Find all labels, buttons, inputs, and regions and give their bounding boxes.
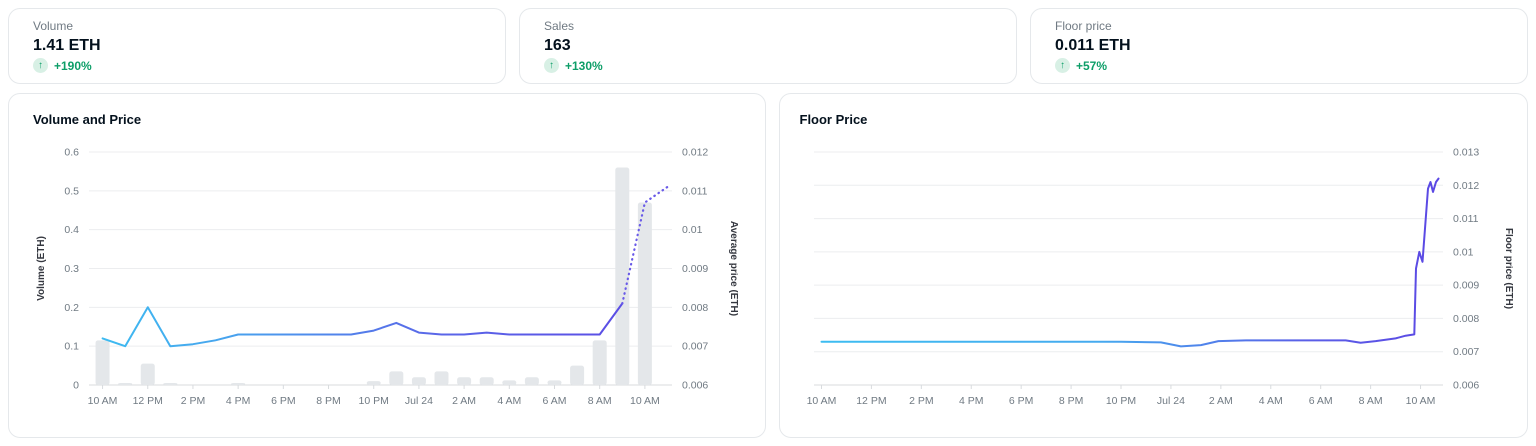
svg-text:4 PM: 4 PM [958, 395, 983, 407]
floor-price-panel: Floor Price 10 AM 12 PM 2 PM 4 PM 6 PM 8 PM 10… [778, 93, 1528, 438]
stat-change-value: +130% [565, 58, 603, 73]
svg-text:2 AM: 2 AM [1208, 395, 1232, 407]
svg-text:0.012: 0.012 [682, 147, 708, 159]
svg-text:0.013: 0.013 [1453, 147, 1479, 159]
svg-text:8 PM: 8 PM [1058, 395, 1083, 407]
svg-text:0.008: 0.008 [682, 302, 708, 314]
stats-row: Volume 1.41 ETH ↑ +190% Sales 163 ↑ +130… [8, 8, 1528, 84]
stat-label: Sales [544, 19, 575, 33]
svg-text:Jul 24: Jul 24 [405, 395, 433, 407]
stat-label: Floor price [1055, 19, 1112, 33]
svg-text:2 PM: 2 PM [909, 395, 934, 407]
svg-text:10 PM: 10 PM [1105, 395, 1135, 407]
stat-card-sales: Sales 163 ↑ +130% [519, 8, 1017, 84]
svg-text:6 PM: 6 PM [1008, 395, 1033, 407]
svg-text:6 AM: 6 AM [1308, 395, 1332, 407]
svg-text:8 AM: 8 AM [588, 395, 612, 407]
stat-value: 1.41 ETH [33, 37, 101, 54]
svg-text:6 PM: 6 PM [271, 395, 296, 407]
svg-text:Floor price (ETH): Floor price (ETH) [1503, 228, 1513, 309]
volume-price-chart[interactable]: 10 AM 12 PM 2 PM 4 PM 6 PM 8 PM 10 PM Jul 24 2 A… [33, 138, 738, 427]
stat-value: 0.011 ETH [1055, 37, 1131, 54]
svg-text:8 PM: 8 PM [316, 395, 341, 407]
svg-text:12 PM: 12 PM [856, 395, 886, 407]
svg-text:0: 0 [73, 380, 79, 392]
svg-text:0.4: 0.4 [64, 224, 79, 236]
svg-text:0.2: 0.2 [64, 302, 79, 314]
svg-text:0.008: 0.008 [1453, 313, 1479, 325]
floor-price-chart[interactable]: 10 AM 12 PM 2 PM 4 PM 6 PM 8 PM 10 PM Jul 24 2 A… [800, 138, 1513, 427]
stat-value: 163 [544, 37, 571, 54]
svg-text:10 AM: 10 AM [88, 395, 118, 407]
stat-change-value: +57% [1076, 58, 1108, 73]
svg-text:0.007: 0.007 [682, 341, 708, 353]
svg-text:0.007: 0.007 [1453, 346, 1479, 358]
svg-text:4 AM: 4 AM [497, 395, 521, 407]
svg-text:Jul 24: Jul 24 [1156, 395, 1184, 407]
svg-text:0.01: 0.01 [1453, 246, 1474, 258]
svg-text:Average price (ETH): Average price (ETH) [728, 221, 738, 316]
svg-text:0.009: 0.009 [1453, 280, 1479, 292]
svg-text:0.3: 0.3 [64, 263, 79, 275]
floor-price-title: Floor Price [799, 112, 868, 127]
svg-text:10 AM: 10 AM [630, 395, 660, 407]
svg-text:Volume (ETH): Volume (ETH) [36, 236, 47, 301]
svg-text:0.6: 0.6 [64, 147, 79, 159]
svg-text:0.1: 0.1 [64, 341, 79, 353]
svg-text:10 PM: 10 PM [359, 395, 389, 407]
svg-text:0.006: 0.006 [1453, 380, 1479, 392]
stat-change-value: +190% [54, 58, 92, 73]
svg-text:0.01: 0.01 [682, 224, 703, 236]
stat-card-floor-price: Floor price 0.011 ETH ↑ +57% [1030, 8, 1528, 84]
svg-text:4 AM: 4 AM [1258, 395, 1282, 407]
stat-change: ↑ +130% [544, 58, 992, 73]
svg-text:10 AM: 10 AM [1405, 395, 1435, 407]
volume-price-panel: Volume and Price 10 AM 12 PM 2 PM 4 PM 6 PM 8… [8, 93, 766, 438]
svg-text:0.006: 0.006 [682, 380, 708, 392]
svg-text:8 AM: 8 AM [1358, 395, 1382, 407]
svg-text:0.009: 0.009 [682, 263, 708, 275]
svg-text:0.5: 0.5 [64, 185, 79, 197]
svg-text:4 PM: 4 PM [226, 395, 251, 407]
stat-label: Volume [33, 19, 74, 33]
stat-change: ↑ +190% [33, 58, 481, 73]
stat-change: ↑ +57% [1055, 58, 1503, 73]
svg-text:0.012: 0.012 [1453, 180, 1479, 192]
svg-text:10 AM: 10 AM [806, 395, 836, 407]
svg-text:6 AM: 6 AM [543, 395, 567, 407]
svg-text:0.011: 0.011 [682, 185, 708, 197]
volume-price-title: Volume and Price [33, 112, 142, 127]
svg-text:0.011: 0.011 [1453, 213, 1479, 225]
up-arrow-icon: ↑ [544, 58, 559, 73]
svg-text:2 AM: 2 AM [452, 395, 476, 407]
svg-text:2 PM: 2 PM [181, 395, 206, 407]
up-arrow-icon: ↑ [1055, 58, 1070, 73]
stat-card-volume: Volume 1.41 ETH ↑ +190% [8, 8, 506, 84]
charts-row: Volume and Price 10 AM 12 PM 2 PM 4 PM 6 PM 8… [8, 93, 1528, 438]
up-arrow-icon: ↑ [33, 58, 48, 73]
svg-text:12 PM: 12 PM [133, 395, 163, 407]
